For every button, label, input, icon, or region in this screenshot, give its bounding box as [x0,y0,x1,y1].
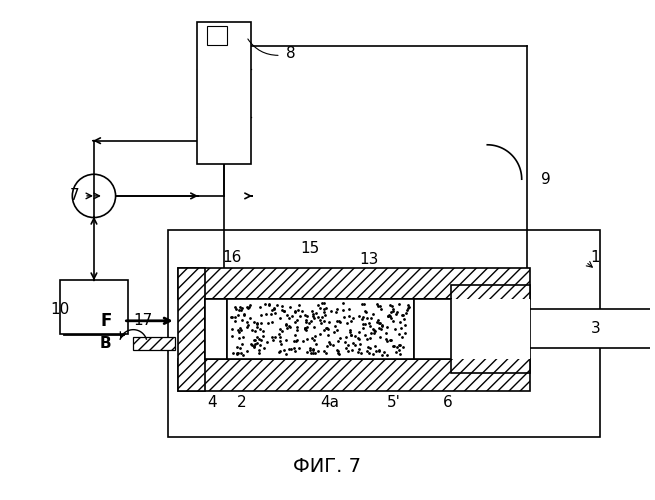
Text: 10: 10 [50,302,69,316]
Text: 15: 15 [301,240,320,256]
Bar [178,268,530,299]
Text: 13: 13 [360,252,379,268]
Text: ФИГ. 7: ФИГ. 7 [293,457,361,476]
Text: 5': 5' [387,395,401,410]
Text: 1: 1 [591,250,600,266]
Bar [530,309,655,348]
Text: 8: 8 [286,46,295,61]
Bar [413,299,451,359]
Bar [205,299,451,359]
Bar [168,230,601,437]
Text: 9: 9 [542,172,551,186]
Bar [451,299,530,359]
Bar [207,26,227,46]
Text: 7: 7 [69,188,79,204]
Bar [451,286,530,373]
Bar [178,359,530,390]
Text: 16: 16 [222,250,241,266]
Bar [133,336,175,350]
Text: F: F [100,312,111,330]
Bar [227,299,413,359]
Text: B: B [100,336,111,351]
Text: 6: 6 [443,395,453,410]
Text: 4a: 4a [320,395,339,410]
Bar [178,268,205,390]
Text: 17: 17 [134,314,153,328]
Text: 2: 2 [236,395,246,410]
Bar [197,22,252,165]
Text: 4: 4 [207,395,217,410]
Bar [205,299,227,359]
Text: 3: 3 [591,321,601,336]
Bar [60,280,128,334]
